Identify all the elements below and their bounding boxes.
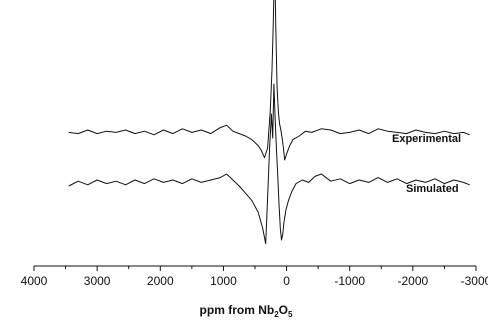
x-tick-label: 2000: [147, 274, 174, 288]
series-label-simulated: Simulated: [406, 183, 459, 195]
x-tick-label: -3000: [461, 274, 488, 288]
x-tick-label: 0: [283, 274, 290, 288]
x-axis-title-sub2: 5: [288, 310, 293, 319]
series-line-experimental: [68, 0, 470, 161]
x-tick-label: 1000: [210, 274, 237, 288]
x-tick-label: 4000: [21, 274, 48, 288]
x-axis-title: ppm from Nb2O5: [200, 303, 293, 319]
x-axis-title-mid: O: [279, 303, 288, 317]
x-axis-title-prefix: ppm from Nb: [200, 303, 275, 317]
series-label-experimental: Experimental: [392, 133, 461, 145]
series-line-simulated: [68, 83, 470, 245]
x-axis: 4000 3000 2000 1000 0 -1000 -2000 -3000: [21, 265, 488, 288]
x-tick-label: -1000: [334, 274, 365, 288]
x-axis-title-sub1: 2: [274, 310, 279, 319]
x-tick-label: 3000: [84, 274, 111, 288]
series-layer: [68, 0, 470, 245]
x-tick-label: -2000: [398, 274, 429, 288]
